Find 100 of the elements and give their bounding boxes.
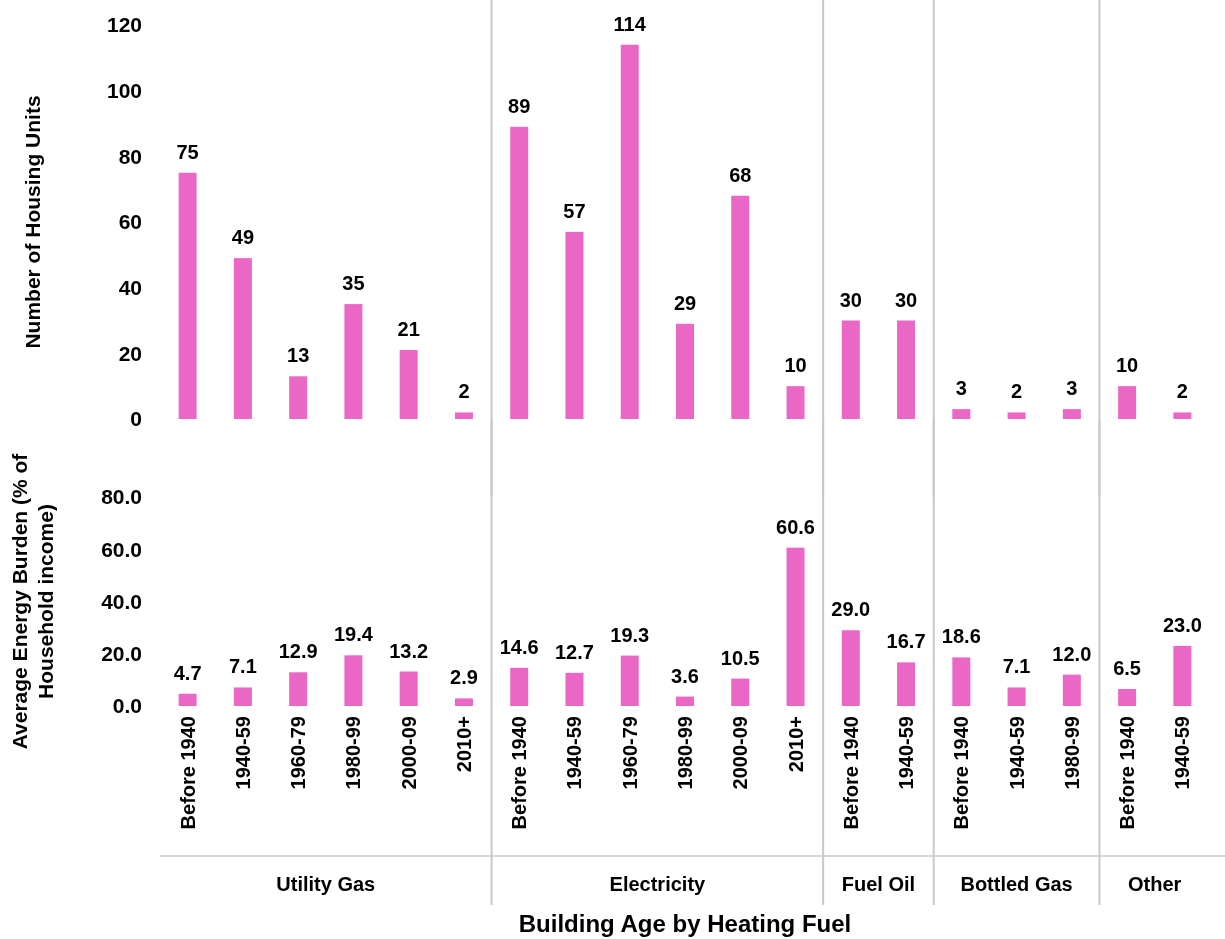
- x-tick-label: 1940-59: [563, 716, 586, 790]
- bar: [1062, 409, 1081, 419]
- data-label: 14.6: [499, 635, 539, 658]
- data-label: 3: [1066, 377, 1078, 400]
- x-tick-label: 1940-59: [1005, 716, 1028, 790]
- y-tick-label: 20: [118, 341, 142, 365]
- x-tick-label: Before 1940: [508, 716, 531, 830]
- bar: [454, 698, 473, 706]
- bar: [289, 672, 308, 706]
- bar: [676, 323, 694, 419]
- data-label: 7.1: [1002, 655, 1031, 678]
- data-label: 12.7: [555, 640, 594, 663]
- x-tick-label: 1960-79: [287, 716, 310, 790]
- y-axis-title: Average Energy Burden (% of Household income): [8, 452, 57, 750]
- data-label: 16.7: [886, 630, 926, 653]
- data-label: 19.3: [610, 623, 650, 646]
- data-label: 3.6: [671, 664, 699, 687]
- bar: [620, 655, 639, 706]
- data-label: 29: [673, 291, 697, 314]
- text: Bottled Gas: [960, 873, 1073, 895]
- y-axis-title: Number of Housing Units: [21, 95, 44, 349]
- data-label: 75: [176, 140, 199, 163]
- bar: [1118, 386, 1137, 419]
- y-tick-label: 100: [106, 79, 142, 103]
- x-tick-label: 2010+: [784, 716, 807, 773]
- bar: [1118, 689, 1137, 706]
- bar: [1062, 674, 1081, 706]
- x-tick-label: 1980-99: [1060, 716, 1083, 790]
- data-label: 13.2: [389, 639, 429, 662]
- data-label: 2: [458, 380, 470, 403]
- data-label: 12.0: [1052, 642, 1092, 665]
- y-tick-label: 80: [118, 144, 142, 168]
- text: Electricity: [609, 873, 707, 895]
- x-tick-label: Before 1940: [176, 716, 199, 830]
- data-label: 68: [729, 163, 752, 186]
- text: Fuel Oil: [841, 873, 916, 895]
- y-tick-label: 80.0: [101, 485, 142, 509]
- bar: [399, 350, 418, 419]
- bar: [178, 172, 197, 419]
- bar: [233, 687, 252, 706]
- bar: [676, 696, 694, 706]
- bar: [565, 231, 584, 419]
- data-label: 2: [1011, 380, 1023, 403]
- bar: [731, 195, 750, 419]
- bar: [1007, 687, 1026, 706]
- data-label: 2.9: [450, 666, 478, 689]
- data-label: 4.7: [173, 661, 202, 684]
- text: Other: [1128, 873, 1182, 895]
- bar: [289, 376, 308, 419]
- bar: [344, 655, 363, 706]
- data-label: 10.5: [720, 646, 760, 669]
- data-label: 3: [955, 377, 967, 400]
- x-tick-label: Before 1940: [839, 716, 862, 830]
- data-label: 23.0: [1162, 613, 1202, 636]
- data-label: 13: [287, 344, 310, 367]
- x-tick-label: 1960-79: [618, 716, 641, 790]
- x-tick-label: 1940-59: [895, 716, 918, 790]
- text: Utility Gas: [276, 873, 376, 895]
- data-label: 19.4: [333, 623, 374, 646]
- data-label: 35: [342, 272, 365, 295]
- data-label: 12.9: [278, 640, 318, 663]
- x-tick-label: 1940-59: [231, 716, 254, 790]
- data-label: 21: [397, 318, 420, 341]
- y-tick-label: 40: [118, 276, 142, 300]
- bar: [510, 126, 529, 419]
- data-label: 10: [1115, 354, 1139, 377]
- x-tick-label: 1980-99: [342, 716, 365, 790]
- bar: [786, 386, 805, 419]
- data-label: 89: [508, 94, 531, 117]
- x-tick-label: Before 1940: [950, 716, 973, 830]
- x-tick-label: 1980-99: [674, 716, 696, 790]
- data-label: 10: [784, 354, 807, 377]
- y-tick-label: 20.0: [101, 642, 142, 666]
- bar: [786, 547, 805, 706]
- data-label: 6.5: [1113, 657, 1142, 680]
- data-label: 18.6: [941, 625, 981, 648]
- y-tick-label: 0: [130, 407, 142, 431]
- data-label: 114: [613, 12, 647, 35]
- data-label: 49: [231, 226, 255, 249]
- y-tick-label: 40.0: [101, 589, 142, 613]
- bar: [178, 693, 197, 706]
- x-tick-label: 1940-59: [1171, 716, 1194, 790]
- data-label: 30: [894, 288, 918, 311]
- bar: [841, 630, 860, 706]
- bar: [399, 671, 418, 706]
- data-label: 57: [563, 199, 586, 222]
- y-tick-label: 60.0: [101, 537, 142, 561]
- bar: [897, 662, 916, 706]
- bar: [731, 678, 750, 706]
- bar: [510, 667, 529, 706]
- bar: [620, 44, 639, 419]
- bar: [952, 409, 971, 419]
- y-tick-label: 120: [106, 13, 142, 37]
- data-label: 60.6: [776, 515, 815, 538]
- bar: [952, 657, 971, 706]
- x-tick-label: Before 1940: [1116, 716, 1139, 830]
- x-tick-label: 2000-09: [397, 716, 420, 790]
- bar: [454, 412, 473, 419]
- data-label: 30: [839, 288, 862, 311]
- bar: [565, 672, 584, 706]
